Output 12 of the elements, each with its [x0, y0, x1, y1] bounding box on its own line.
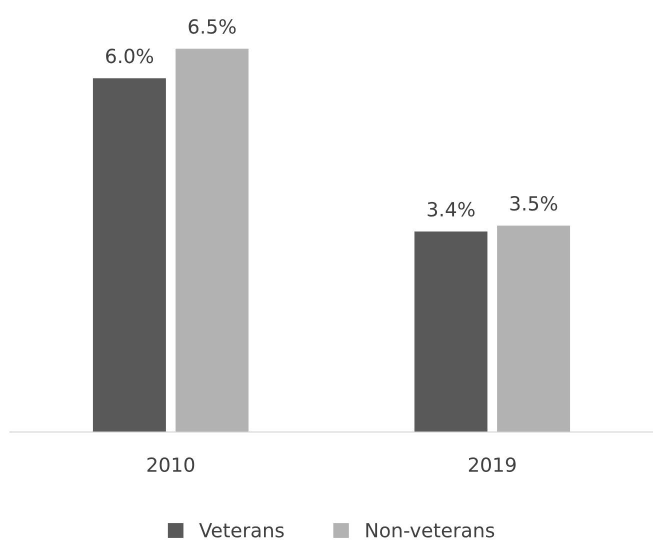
data-label: 3.5%	[510, 196, 558, 211]
legend-label: Veterans	[199, 523, 284, 538]
data-label: 6.0%	[106, 48, 154, 64]
bar	[497, 226, 570, 432]
legend-label: Non-veterans	[366, 523, 494, 538]
data-label: 6.5%	[188, 19, 236, 34]
x-tick-label: 2010	[147, 457, 194, 472]
bar	[414, 232, 488, 432]
bar	[176, 48, 249, 432]
x-tick-label: 2019	[468, 457, 516, 472]
data-label: 3.4%	[428, 202, 475, 217]
bar	[92, 78, 166, 432]
